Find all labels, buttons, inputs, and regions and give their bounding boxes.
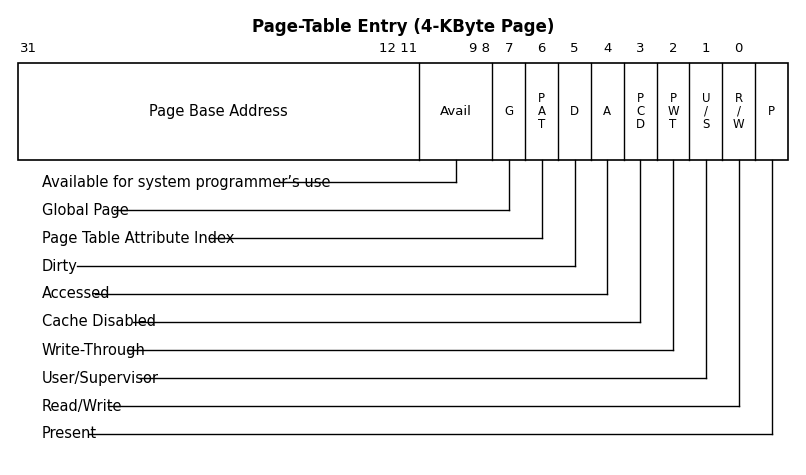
Text: 9 8: 9 8 bbox=[469, 42, 490, 55]
Text: 7: 7 bbox=[505, 42, 513, 55]
Text: Avail: Avail bbox=[440, 105, 472, 118]
Text: A: A bbox=[604, 105, 612, 118]
Text: Page Base Address: Page Base Address bbox=[149, 104, 288, 119]
Text: 6: 6 bbox=[538, 42, 546, 55]
Text: Write-Through: Write-Through bbox=[42, 342, 146, 358]
Text: P
A
T: P A T bbox=[538, 92, 546, 131]
Text: 4: 4 bbox=[603, 42, 612, 55]
Text: 0: 0 bbox=[734, 42, 743, 55]
Bar bbox=[18, 63, 788, 160]
Text: 1: 1 bbox=[702, 42, 710, 55]
Text: Available for system programmer’s use: Available for system programmer’s use bbox=[42, 174, 330, 190]
Text: Page-Table Entry (4-KByte Page): Page-Table Entry (4-KByte Page) bbox=[251, 18, 555, 36]
Text: User/Supervisor: User/Supervisor bbox=[42, 370, 159, 386]
Text: 31: 31 bbox=[20, 42, 37, 55]
Text: Accessed: Accessed bbox=[42, 286, 110, 302]
Text: Cache Disabled: Cache Disabled bbox=[42, 314, 156, 330]
Text: Read/Write: Read/Write bbox=[42, 399, 123, 414]
Text: P
W
T: P W T bbox=[667, 92, 679, 131]
Text: 2: 2 bbox=[669, 42, 677, 55]
Text: Dirty: Dirty bbox=[42, 258, 78, 274]
Text: G: G bbox=[505, 105, 513, 118]
Text: Global Page: Global Page bbox=[42, 202, 129, 218]
Text: U
/
S: U / S bbox=[702, 92, 710, 131]
Text: 5: 5 bbox=[571, 42, 579, 55]
Text: 12 11: 12 11 bbox=[379, 42, 418, 55]
Text: P
C
D: P C D bbox=[636, 92, 645, 131]
Text: P: P bbox=[768, 105, 775, 118]
Text: 3: 3 bbox=[636, 42, 645, 55]
Text: Page Table Attribute Index: Page Table Attribute Index bbox=[42, 230, 235, 246]
Text: Present: Present bbox=[42, 427, 98, 441]
Text: D: D bbox=[570, 105, 579, 118]
Text: R
/
W: R / W bbox=[733, 92, 745, 131]
